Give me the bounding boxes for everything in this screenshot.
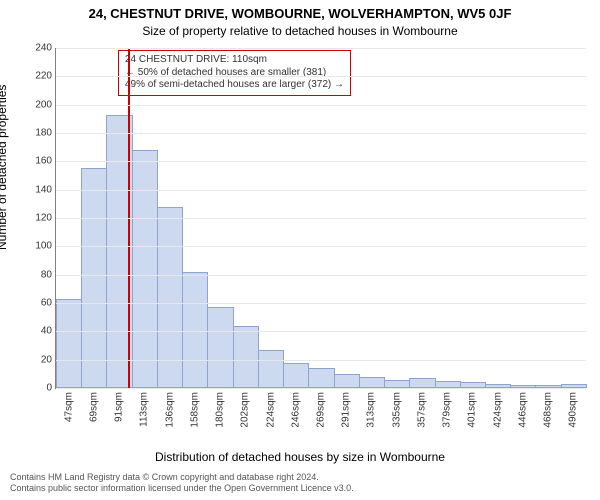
histogram-bar bbox=[359, 377, 385, 388]
histogram-bar bbox=[132, 150, 158, 388]
sub-title: Size of property relative to detached ho… bbox=[0, 24, 600, 38]
y-tick-label: 120 bbox=[35, 213, 56, 224]
x-tick-label: 113sqm bbox=[139, 392, 150, 427]
grid-line bbox=[56, 133, 586, 134]
footer-line: Contains HM Land Registry data © Crown c… bbox=[10, 472, 354, 483]
footer-attribution: Contains HM Land Registry data © Crown c… bbox=[10, 472, 354, 494]
histogram-bar bbox=[157, 207, 183, 388]
x-tick-label: 335sqm bbox=[391, 392, 402, 428]
grid-line bbox=[56, 190, 586, 191]
histogram-bar bbox=[409, 378, 435, 388]
x-tick-label: 180sqm bbox=[215, 392, 226, 428]
x-tick-label: 136sqm bbox=[164, 392, 175, 428]
x-tick-label: 357sqm bbox=[416, 392, 427, 428]
histogram-bar bbox=[308, 368, 334, 388]
plot-area: 24 CHESTNUT DRIVE: 110sqm ← 50% of detac… bbox=[55, 48, 586, 389]
y-tick-label: 240 bbox=[35, 43, 56, 54]
y-tick-label: 140 bbox=[35, 184, 56, 195]
chart-container: 24, CHESTNUT DRIVE, WOMBOURNE, WOLVERHAM… bbox=[0, 0, 600, 500]
y-tick-label: 0 bbox=[46, 383, 56, 394]
histogram-bar bbox=[384, 380, 410, 389]
grid-line bbox=[56, 76, 586, 77]
grid-line bbox=[56, 388, 586, 389]
grid-line bbox=[56, 246, 586, 247]
x-tick-label: 91sqm bbox=[114, 392, 125, 422]
histogram-bar bbox=[233, 326, 259, 388]
y-tick-label: 40 bbox=[41, 326, 56, 337]
x-tick-label: 246sqm bbox=[290, 392, 301, 428]
histogram-bar bbox=[283, 363, 309, 389]
grid-line bbox=[56, 218, 586, 219]
x-tick-label: 446sqm bbox=[517, 392, 528, 428]
grid-line bbox=[56, 105, 586, 106]
y-tick-label: 100 bbox=[35, 241, 56, 252]
x-tick-label: 224sqm bbox=[265, 392, 276, 428]
histogram-bar bbox=[207, 307, 233, 388]
grid-line bbox=[56, 303, 586, 304]
grid-line bbox=[56, 275, 586, 276]
x-tick-label: 401sqm bbox=[467, 392, 478, 428]
grid-line bbox=[56, 360, 586, 361]
grid-line bbox=[56, 48, 586, 49]
x-tick-label: 424sqm bbox=[492, 392, 503, 428]
x-tick-label: 69sqm bbox=[88, 392, 99, 422]
y-tick-label: 200 bbox=[35, 99, 56, 110]
y-tick-label: 20 bbox=[41, 354, 56, 365]
histogram-bar bbox=[182, 272, 208, 388]
main-title: 24, CHESTNUT DRIVE, WOMBOURNE, WOLVERHAM… bbox=[0, 6, 600, 21]
y-tick-label: 60 bbox=[41, 298, 56, 309]
y-axis-label: Number of detached properties bbox=[0, 85, 9, 250]
grid-line bbox=[56, 161, 586, 162]
histogram-bar bbox=[334, 374, 360, 388]
footer-line: Contains public sector information licen… bbox=[10, 483, 354, 494]
histogram-bar bbox=[258, 350, 284, 388]
y-tick-label: 80 bbox=[41, 269, 56, 280]
x-axis-label: Distribution of detached houses by size … bbox=[0, 450, 600, 464]
x-tick-label: 47sqm bbox=[63, 392, 74, 422]
histogram-bar bbox=[56, 299, 82, 388]
histogram-bar bbox=[81, 168, 107, 388]
y-tick-label: 220 bbox=[35, 71, 56, 82]
x-tick-label: 202sqm bbox=[240, 392, 251, 428]
grid-line bbox=[56, 331, 586, 332]
y-tick-label: 160 bbox=[35, 156, 56, 167]
x-tick-label: 269sqm bbox=[316, 392, 327, 428]
x-tick-label: 158sqm bbox=[189, 392, 200, 428]
x-tick-label: 468sqm bbox=[543, 392, 554, 428]
y-tick-label: 180 bbox=[35, 128, 56, 139]
x-tick-label: 490sqm bbox=[568, 392, 579, 428]
x-tick-label: 313sqm bbox=[366, 392, 377, 428]
x-tick-label: 379sqm bbox=[442, 392, 453, 428]
histogram-bar bbox=[435, 381, 461, 388]
x-tick-label: 291sqm bbox=[341, 392, 352, 428]
